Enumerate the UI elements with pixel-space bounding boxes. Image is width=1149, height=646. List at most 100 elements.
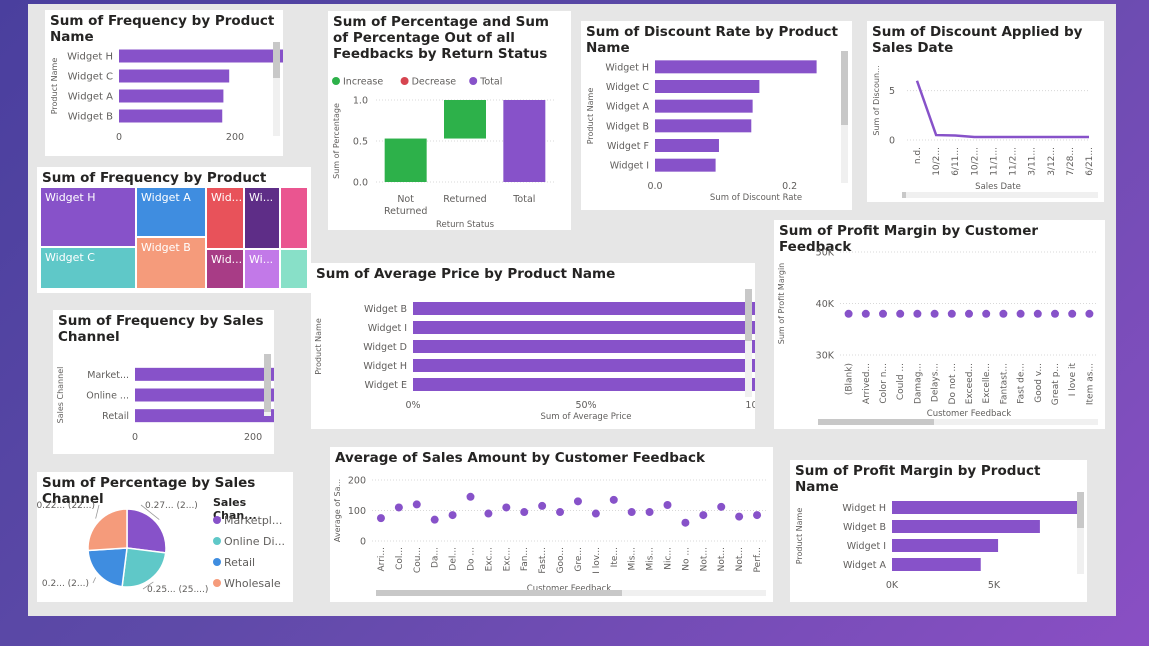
x-tick-label: 200 <box>226 132 244 143</box>
x-tick-label: 0.0 <box>647 181 662 192</box>
x-tick-label: Do ... <box>467 547 477 571</box>
x-tick-label: n.d. <box>913 147 923 164</box>
category-label: Online ... <box>86 391 129 402</box>
chart-discount-rate-by-product[interactable]: Sum of Discount Rate by Product Name Pro… <box>581 21 852 210</box>
vertical-scrollbar[interactable] <box>1077 492 1084 574</box>
leader-line <box>142 581 154 590</box>
x-tick-label: 11/1... <box>989 147 999 176</box>
data-point <box>448 511 457 520</box>
data-point <box>999 309 1008 318</box>
report-canvas: Sum of Frequency by Product Name Product… <box>28 4 1116 616</box>
treemap-tile[interactable]: Widget H <box>40 187 136 247</box>
category-label: Widget A <box>606 102 649 113</box>
category-label: Widget A <box>68 92 113 103</box>
bar <box>413 302 755 315</box>
x-tick-label: Mis... <box>646 547 656 571</box>
vertical-scrollbar[interactable] <box>264 354 271 416</box>
series-line <box>915 80 1089 139</box>
legend-label: Total <box>479 77 502 88</box>
bar <box>892 520 1040 533</box>
legend-item-marketplace[interactable]: Marketpl... <box>213 514 282 527</box>
data-point <box>645 508 654 517</box>
treemap-tile[interactable]: Widget B <box>136 237 206 289</box>
chart-average-sales-by-feedback[interactable]: Average of Sales Amount by Customer Feed… <box>330 447 773 602</box>
leader-line <box>140 504 160 520</box>
x-tick-label: 100% <box>745 400 755 411</box>
bar <box>119 69 230 83</box>
category-label: Widget B <box>606 121 649 132</box>
horizontal-scrollbar[interactable] <box>818 419 1098 425</box>
x-tick-label: Da... <box>431 547 441 568</box>
data-label: 0.27... (2...) <box>145 501 198 511</box>
chart-average-price-by-product[interactable]: Sum of Average Price by Product Name Pro… <box>311 263 755 429</box>
x-axis-label: Customer Feedback <box>527 584 612 594</box>
category-label: Widget I <box>610 161 649 172</box>
vertical-scrollbar[interactable] <box>273 42 280 136</box>
chart-profit-margin-by-feedback[interactable]: Sum of Profit Margin by Customer Feedbac… <box>774 220 1105 429</box>
bar <box>892 558 981 571</box>
x-tick-label: 3/12... <box>1047 147 1057 176</box>
y-axis-label: Product Name <box>50 58 59 115</box>
treemap-frequency-by-product[interactable]: Sum of Frequency by Product Name Widget … <box>37 167 311 293</box>
legend-item-online[interactable]: Online Di... <box>213 535 285 548</box>
treemap-tile[interactable]: Wid... <box>206 187 244 249</box>
chart-percentage-by-return-status[interactable]: Sum of Percentage and Sum of Percentage … <box>328 11 571 230</box>
y-axis-label: Sales Channel <box>56 367 65 424</box>
legend-item-retail[interactable]: Retail <box>213 556 255 569</box>
treemap-tile[interactable]: Wid... <box>206 249 244 289</box>
y-tick-label: 50K <box>816 248 835 259</box>
vertical-scrollbar[interactable] <box>745 289 752 397</box>
x-axis-label: Customer Feedback <box>927 409 1012 419</box>
chart-title: Sum of Profit Margin by Customer Feedbac… <box>779 223 1039 255</box>
x-tick-label: 3/11... <box>1028 147 1038 176</box>
x-tick-label: Exc... <box>484 547 494 571</box>
y-tick-label: 0.0 <box>353 178 368 189</box>
data-point <box>982 309 991 318</box>
x-tick-label: Col... <box>395 547 405 570</box>
horizontal-scrollbar[interactable] <box>902 192 1098 198</box>
x-tick-label: Fan... <box>520 547 530 571</box>
legend-marker <box>332 77 340 85</box>
bar <box>655 119 752 133</box>
pie-slice <box>87 547 128 588</box>
data-point <box>753 511 762 520</box>
y-tick-label: 0 <box>360 537 366 548</box>
chart-percentage-by-sales-channel[interactable]: Sum of Percentage by Sales Channel 0.27.… <box>37 472 293 602</box>
x-tick-label: Fast de... <box>1017 363 1027 404</box>
category-label: Widget F <box>607 141 649 152</box>
horizontal-scrollbar[interactable] <box>376 590 766 596</box>
chart-title: Sum of Percentage by Sales Channel <box>42 475 256 507</box>
chart-frequency-by-product[interactable]: Sum of Frequency by Product Name Product… <box>45 10 283 156</box>
x-tick-label: Fantast... <box>999 363 1009 404</box>
treemap-tile[interactable]: Wi... <box>244 187 280 249</box>
bar <box>413 378 755 391</box>
chart-profit-margin-by-product[interactable]: Sum of Profit Margin by Product Name Pro… <box>790 460 1087 602</box>
data-point <box>930 309 939 318</box>
treemap-tile[interactable]: Widget C <box>40 247 136 289</box>
chart-title: Sum of Percentage and Sum of Percentage … <box>333 14 549 62</box>
chart-frequency-by-sales-channel[interactable]: Sum of Frequency by Sales Channel Sales … <box>53 310 274 454</box>
category-label: Returned <box>443 194 486 205</box>
data-point <box>466 492 475 501</box>
treemap-tile[interactable] <box>280 187 308 249</box>
x-tick-label: I lov... <box>592 547 602 574</box>
x-tick-label: Gre... <box>574 547 584 572</box>
x-axis-label: Sales Date <box>975 182 1021 192</box>
treemap-tile[interactable]: Widget A <box>136 187 206 237</box>
data-point <box>896 309 905 318</box>
treemap-tile[interactable] <box>280 249 308 289</box>
bar <box>892 501 1080 514</box>
x-tick-label: 0K <box>886 580 899 591</box>
leader-line <box>92 577 97 584</box>
chart-title: Sum of Average Price by Product Name <box>316 266 616 282</box>
vertical-scrollbar[interactable] <box>841 51 848 183</box>
chart-discount-applied-by-date[interactable]: Sum of Discount Applied by Sales Date 0 5… <box>867 21 1104 202</box>
legend-item-wholesale[interactable]: Wholesale <box>213 577 281 590</box>
treemap-tile[interactable]: Wi... <box>244 249 280 289</box>
x-tick-label: 0% <box>405 400 420 411</box>
data-point <box>502 503 511 512</box>
x-tick-label: Mis... <box>628 547 638 571</box>
y-axis-label: Sum of Profit Margin <box>777 263 786 344</box>
data-point <box>627 508 636 517</box>
x-tick-label: 0.2 <box>782 181 797 192</box>
